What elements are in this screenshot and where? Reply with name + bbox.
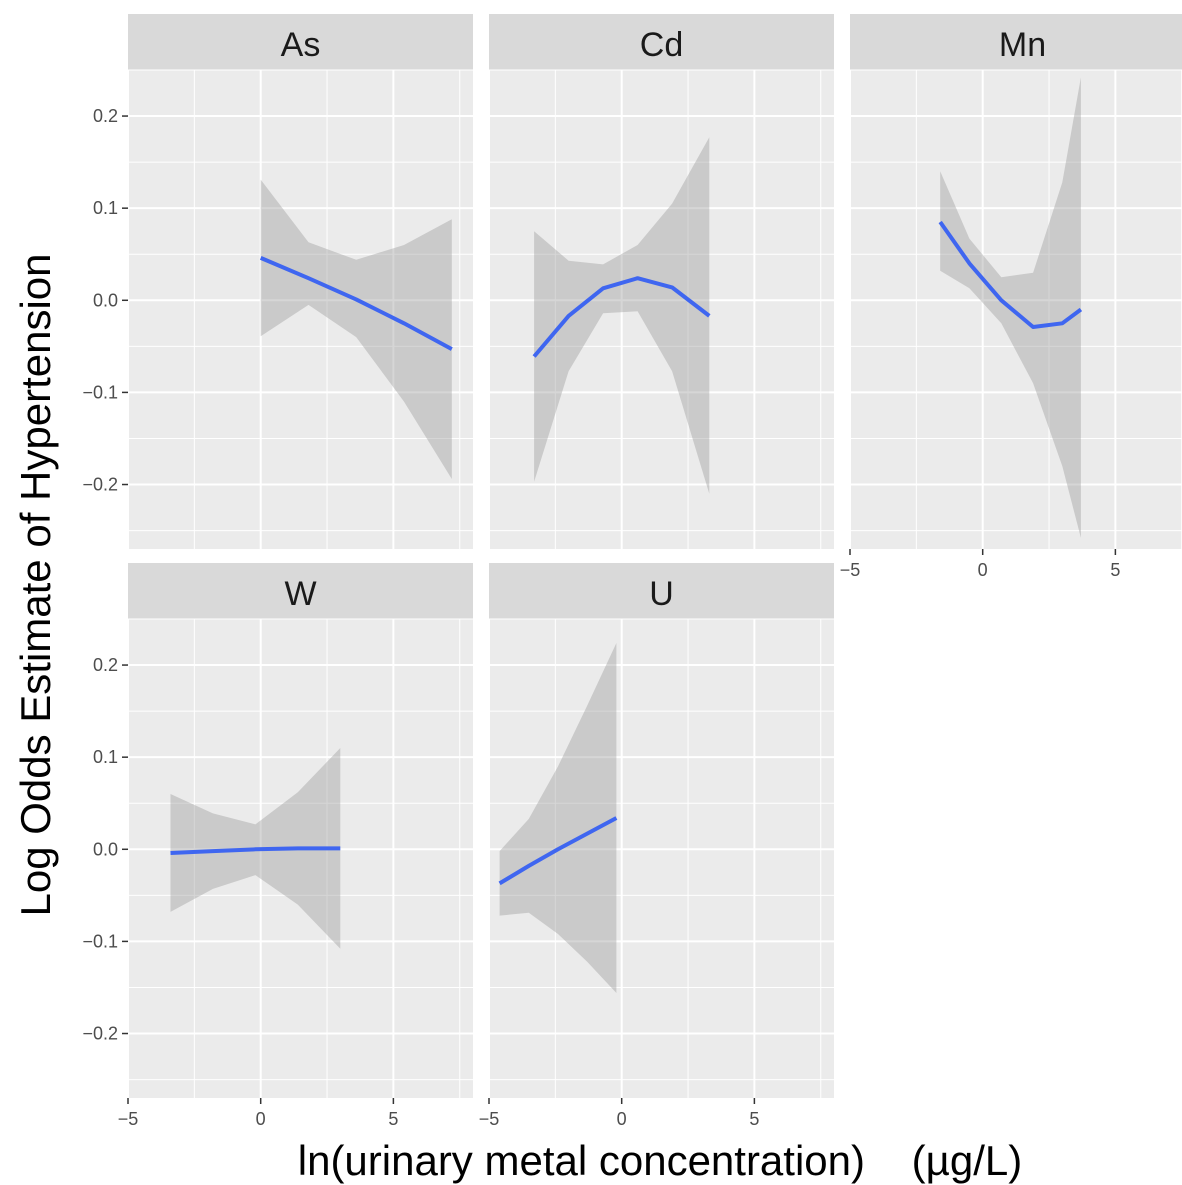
facet-strip-label: U [649,575,674,613]
x-tick-label: −5 [479,1109,500,1129]
y-tick-label: 0.2 [93,655,118,675]
facet-panel-w: W [127,563,473,1098]
x-tick-label: 5 [749,1109,759,1129]
fitted-line [938,220,1083,329]
confidence-band [534,137,710,494]
y-tick-label: 0.2 [93,106,118,126]
fitted-line [498,816,618,886]
x-tick-label: −5 [840,560,861,580]
facet-strip-label: Cd [640,26,683,64]
y-tick-label: −0.1 [82,382,118,402]
facet-strip [128,563,473,619]
confidence-band [260,179,452,479]
facet-strip [489,14,834,70]
y-tick-label: −0.2 [82,475,118,495]
facet-panel-cd: Cd [488,14,834,549]
y-tick-label: 0.1 [93,198,118,218]
fitted-line [259,256,453,351]
x-tick-label: −5 [118,1109,139,1129]
facet-strip [850,14,1182,70]
facet-panel-u: U [488,563,834,1098]
y-tick-label: 0.1 [93,747,118,767]
facet-strip-label: As [281,26,321,64]
x-tick-label: 5 [388,1109,398,1129]
x-axis-title: ln(urinary metal concentration) (µg/L) [298,1137,1022,1184]
facet-strip-label: Mn [999,26,1046,64]
panel-background [489,70,834,549]
facet-strip [128,14,473,70]
x-tick-label: 0 [978,560,988,580]
y-tick-label: −0.1 [82,931,118,951]
panel-background [128,70,473,549]
facet-strip [489,563,834,619]
y-tick-label: 0.0 [93,839,118,859]
panel-background [128,619,473,1098]
panel-background [850,70,1182,549]
panels-layer: As Cd Mn W U [127,14,1182,1098]
facet-strip-label: W [284,575,316,613]
x-tick-label: 5 [1110,560,1120,580]
x-tick-label: 0 [617,1109,627,1129]
facet-panel-as: As [127,14,473,549]
y-tick-label: −0.2 [82,1024,118,1044]
y-axis-title: Log Odds Estimate of Hypertension [12,253,59,916]
facet-panel-mn: Mn [849,14,1182,549]
fitted-line [170,846,341,855]
axes-layer: 0.2 0.1 0.0 −0.1 −0.2 0.2 0.1 0.0 −0.1 −0.2 −5 0 5 −5… [82,106,1120,1129]
x-tick-label: 0 [256,1109,266,1129]
confidence-band [499,643,617,993]
panel-background [489,619,834,1098]
y-tick-label: 0.0 [93,290,118,310]
fitted-line [532,276,711,358]
